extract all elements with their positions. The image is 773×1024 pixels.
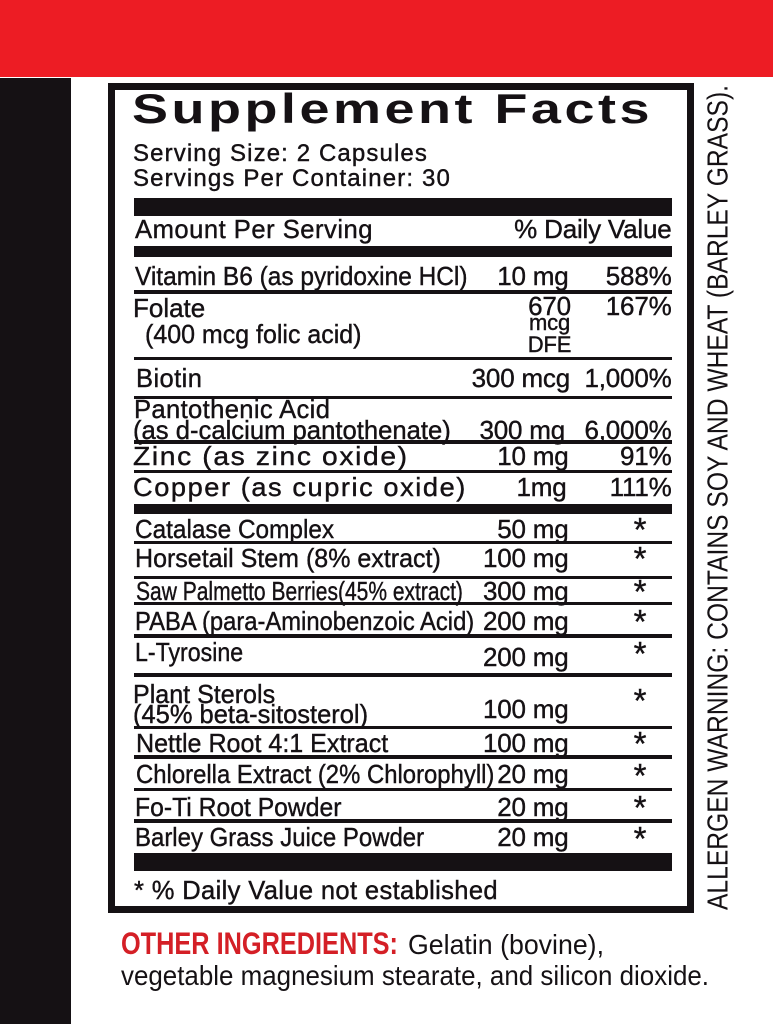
svg-text:ALLERGEN WARNING: CONTAINS SOY: ALLERGEN WARNING: CONTAINS SOY AND WHEAT… — [703, 85, 735, 910]
